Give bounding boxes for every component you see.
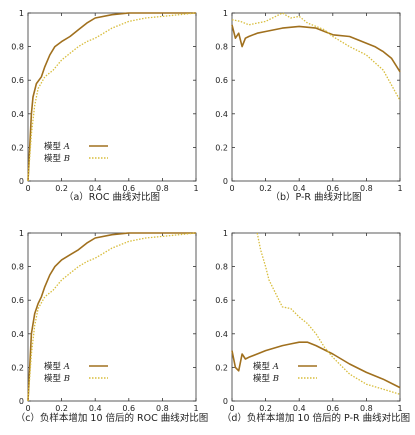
- panel-caption: （d）负样本增加 10 倍后的 P-R 曲线对比图: [222, 412, 410, 424]
- x-tick-label: 0.8: [360, 404, 373, 413]
- legend-label-model-a: 模型 A: [44, 141, 70, 152]
- x-tick-label: 1: [397, 184, 402, 193]
- y-tick-label: 1: [223, 229, 228, 238]
- x-tick-label: 0.8: [156, 404, 169, 413]
- y-tick-label: 0.8: [215, 43, 228, 52]
- x-tick-label: 0.2: [259, 184, 272, 193]
- x-tick-label: 0: [25, 404, 30, 413]
- y-tick-label: 0.8: [11, 263, 24, 272]
- y-tick-label: 1: [223, 9, 228, 18]
- x-tick-label: 0.4: [293, 184, 306, 193]
- x-tick-label: 0: [229, 404, 234, 413]
- x-tick-label: 0.6: [122, 404, 135, 413]
- series-line-model-a: [231, 341, 401, 389]
- x-tick-label: 0.6: [122, 184, 135, 193]
- x-tick-label: 1: [193, 184, 198, 193]
- plot-frame: [231, 12, 401, 182]
- panel-caption: （c）负样本增加 10 倍后的 ROC 曲线对比图: [16, 412, 209, 424]
- legend-label-model-a: 模型 A: [253, 361, 279, 372]
- x-tick-label: 1: [397, 404, 402, 413]
- y-tick-label: 0: [223, 177, 228, 186]
- y-tick-label: 0.4: [11, 330, 24, 339]
- legend: 模型 A模型 B: [44, 361, 108, 384]
- plot-frame: [27, 12, 197, 182]
- y-tick-label: 1: [19, 229, 24, 238]
- x-tick-label: 1: [193, 404, 198, 413]
- y-tick-label: 0.8: [215, 263, 228, 272]
- x-tick-label: 0.2: [55, 184, 68, 193]
- legend-label-model-b: 模型 B: [44, 153, 70, 164]
- series-line-model-b: [231, 12, 401, 101]
- legend-label-model-a: 模型 A: [44, 361, 70, 372]
- legend: 模型 A模型 B: [44, 141, 108, 164]
- x-tick-label: 0: [229, 184, 234, 193]
- y-tick-label: 0.2: [215, 143, 228, 152]
- y-tick-label: 0.6: [215, 296, 228, 305]
- series-line-model-b: [27, 12, 197, 182]
- panel-caption: （a）ROC 曲线对比图: [64, 191, 160, 203]
- x-tick-label: 0.6: [326, 184, 339, 193]
- y-tick-label: 0.2: [11, 363, 24, 372]
- plot-frame: [27, 232, 197, 402]
- y-tick-label: 0.4: [215, 330, 228, 339]
- chart-panel-2: 0 0.2 0.4 0.6 0.8 1 0 0.2 0.4 0.6 0.8 1 （b）P-R 曲线对比图: [215, 9, 402, 203]
- y-tick-label: 0.2: [215, 363, 228, 372]
- x-tick-label: 0.4: [89, 404, 102, 413]
- x-tick-label: 0.4: [293, 404, 306, 413]
- x-tick-label: 0.2: [55, 404, 68, 413]
- x-tick-label: 0.2: [259, 404, 272, 413]
- y-tick-label: 0: [19, 177, 24, 186]
- x-tick-label: 0.4: [89, 184, 102, 193]
- series-line-model-a: [27, 12, 196, 182]
- y-tick-label: 0: [223, 397, 228, 406]
- y-tick-label: 0.8: [11, 43, 24, 52]
- y-tick-label: 0.2: [11, 143, 24, 152]
- legend-label-model-b: 模型 B: [253, 373, 279, 384]
- y-tick-label: 1: [19, 9, 24, 18]
- legend: 模型 A模型 B: [253, 361, 317, 384]
- legend-label-model-b: 模型 B: [44, 373, 70, 384]
- y-tick-label: 0.6: [11, 296, 24, 305]
- series-line-model-a: [231, 24, 401, 73]
- panel-caption: （b）P-R 曲线对比图: [270, 191, 361, 203]
- x-tick-label: 0.8: [360, 184, 373, 193]
- series-line-model-b: [27, 232, 197, 402]
- x-tick-label: 0: [25, 184, 30, 193]
- y-tick-label: 0.6: [215, 76, 228, 85]
- y-tick-label: 0.4: [215, 110, 228, 119]
- chart-panel-4: 0 0.2 0.4 0.6 0.8 1 0 0.2 0.4 0.6 0.8 1 模型 A模型 B （d）负…: [215, 229, 410, 424]
- plot-frame: [231, 232, 401, 402]
- x-tick-label: 0.6: [326, 404, 339, 413]
- y-tick-label: 0.6: [11, 76, 24, 85]
- chart-panel-3: 0 0.2 0.4 0.6 0.8 1 0 0.2 0.4 0.6 0.8 1 模型 A模型 B （c）负…: [11, 229, 208, 424]
- series-line-model-a: [27, 232, 196, 402]
- x-tick-label: 0.8: [156, 184, 169, 193]
- chart-panel-1: 0 0.2 0.4 0.6 0.8 1 0 0.2 0.4 0.6 0.8 1 模型 A模型 B （a）R…: [11, 9, 198, 203]
- y-tick-label: 0: [19, 397, 24, 406]
- y-tick-label: 0.4: [11, 110, 24, 119]
